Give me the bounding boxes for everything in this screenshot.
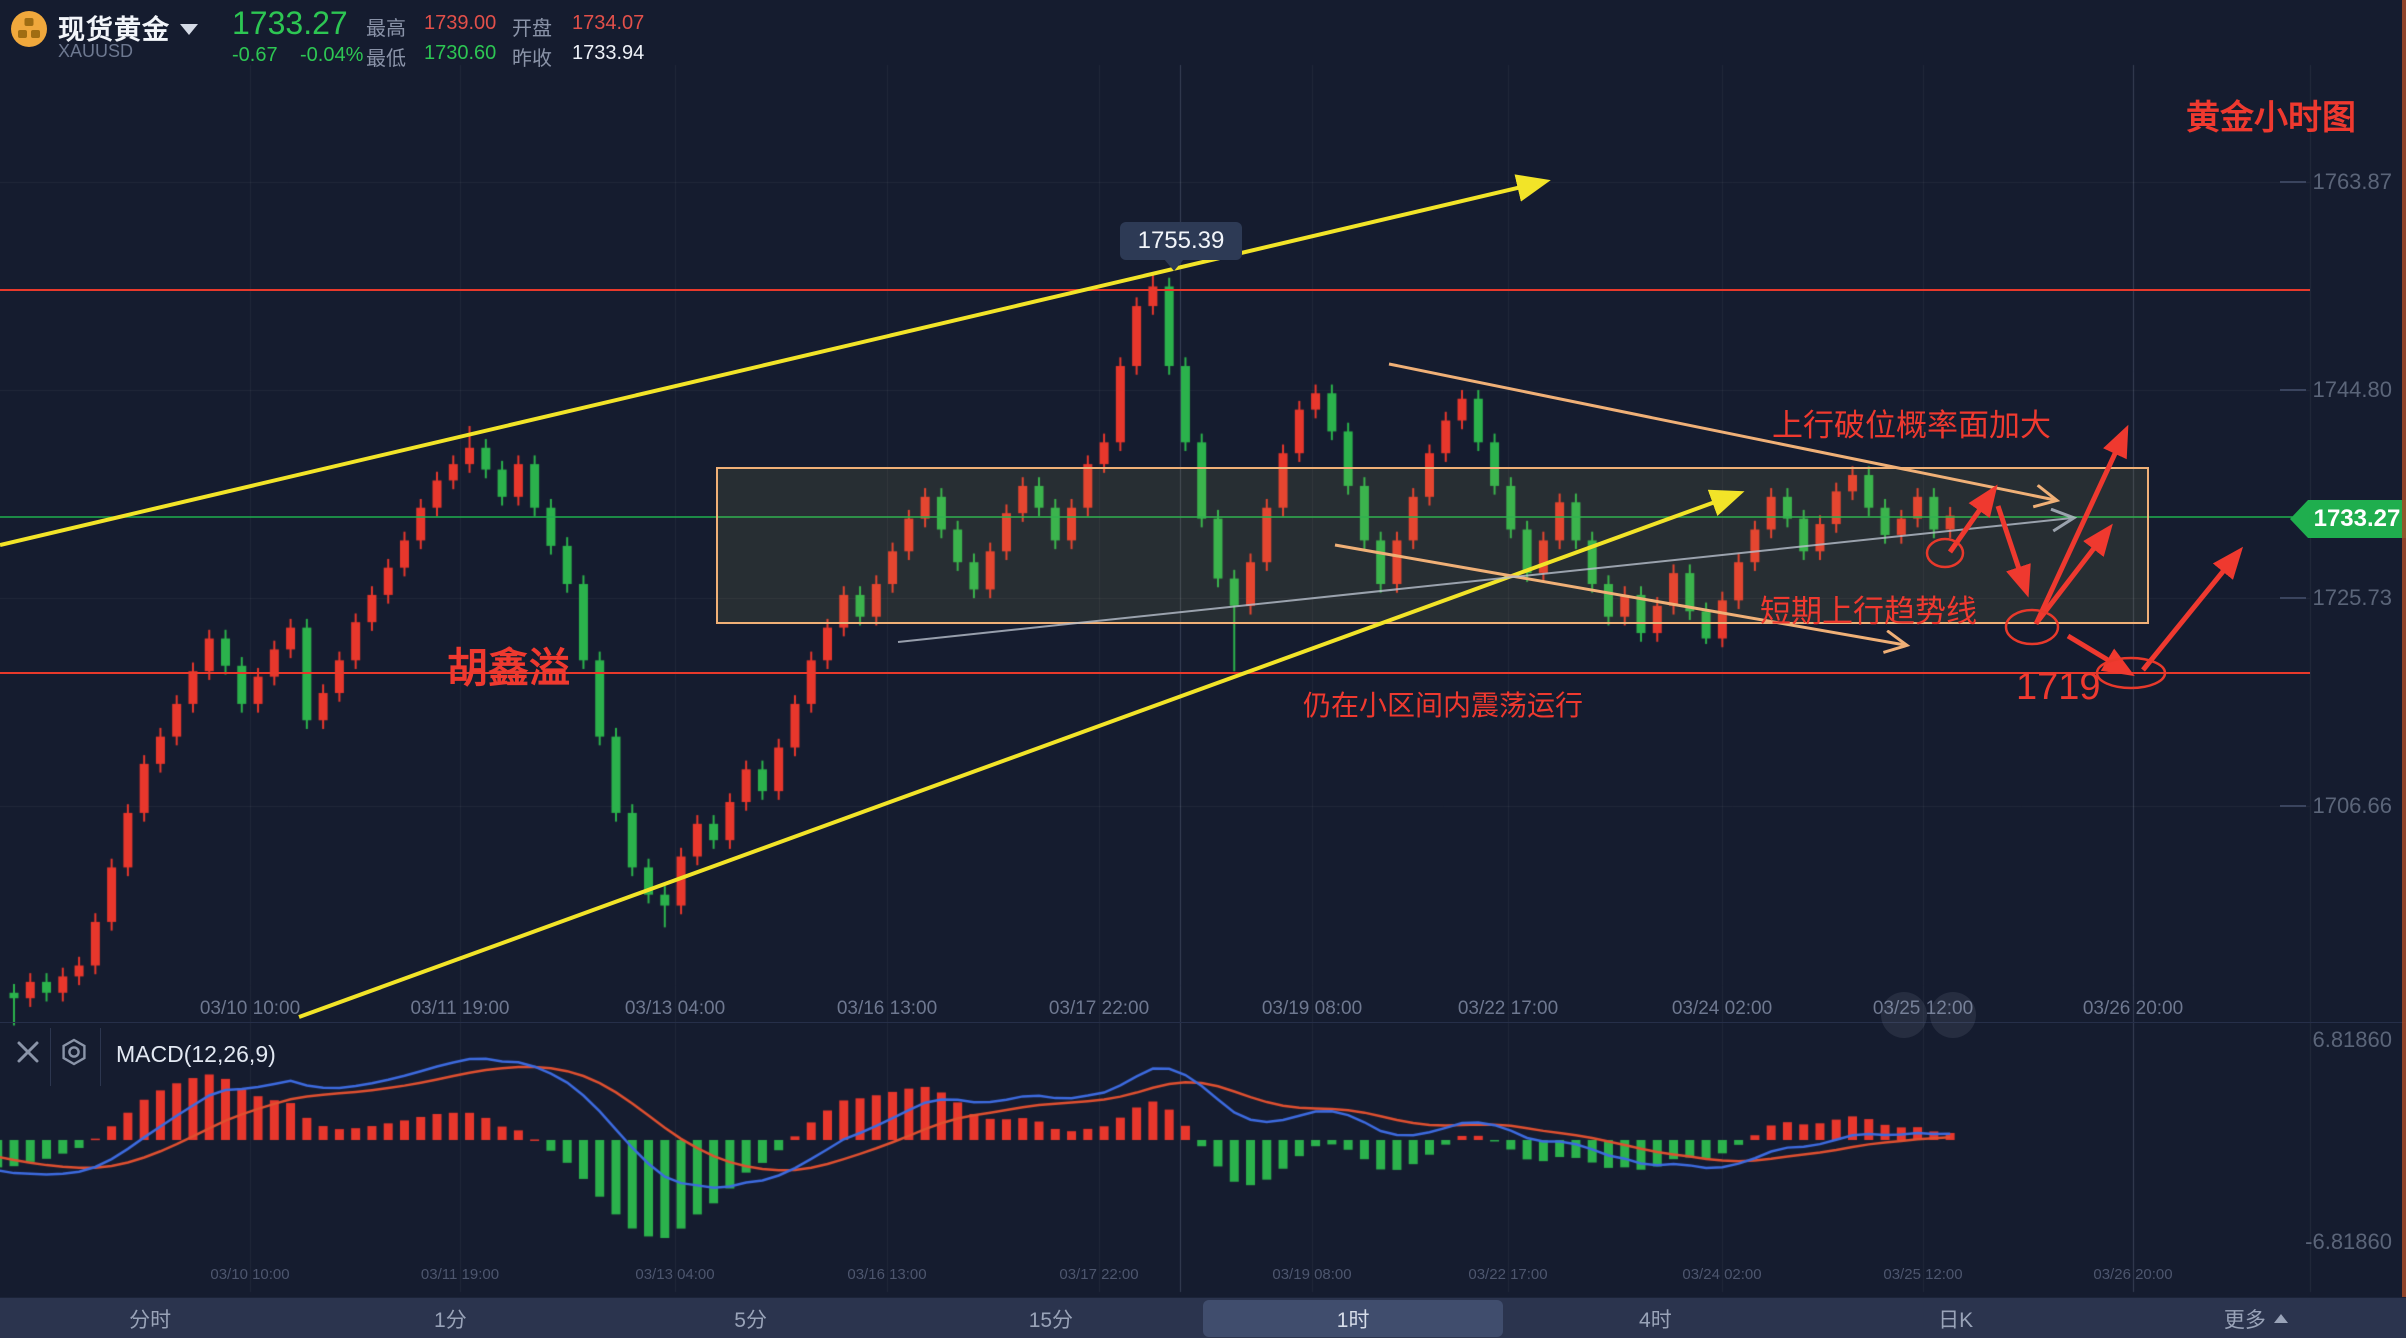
prev-close-label: 昨收 [512, 48, 552, 70]
tab-1min[interactable]: 1分 [434, 1308, 467, 1332]
range-annotation: 仍在小区间内震荡运行 [1303, 690, 1584, 721]
macd-time-label: 03/10 10:00 [210, 1266, 290, 1283]
time-label: 03/13 04:00 [624, 998, 726, 1019]
current-price-tag: 1733.27 [2290, 500, 2406, 538]
tab-timeshare[interactable]: 分时 [129, 1308, 172, 1332]
macd-time-label: 03/24 02:00 [1682, 1266, 1762, 1283]
tab-1hour-active[interactable]: 1时 [1203, 1300, 1504, 1337]
chevron-up-icon [2273, 1314, 2288, 1323]
timeframe-toolbar: 分时 1分 5分 15分 1时 4时 日K 更多 [0, 1297, 2406, 1338]
tab-more[interactable]: 更多 [2106, 1298, 2406, 1338]
macd-axis-max: 6.81860 [2312, 1027, 2392, 1052]
gold-coin-icon [11, 11, 47, 47]
time-label: 03/22 17:00 [1457, 998, 1559, 1019]
tab-4hour[interactable]: 4时 [1639, 1308, 1672, 1332]
macd-time-label: 03/26 20:00 [2093, 1266, 2173, 1283]
price-tick-label: 1706.66 [2312, 793, 2392, 818]
close-indicator-icon[interactable] [14, 1038, 42, 1066]
divider [50, 1028, 51, 1086]
macd-time-label: 03/13 04:00 [635, 1266, 715, 1283]
peak-price-tooltip: 1755.39 [1120, 222, 1242, 260]
time-label: 03/11 19:00 [410, 998, 510, 1019]
time-label: 03/26 20:00 [2082, 998, 2184, 1019]
symbol-code: XAUUSD [58, 41, 134, 61]
indicator-settings-icon[interactable] [60, 1038, 88, 1066]
macd-time-label: 03/25 12:00 [1883, 1266, 1963, 1283]
price-tick-mark [2280, 805, 2306, 807]
symbol-name[interactable]: 现货黄金 [58, 15, 170, 45]
divider [100, 1028, 101, 1086]
time-label: 03/25 12:00 [1872, 998, 1974, 1019]
price-tick-mark [2280, 597, 2306, 599]
peak-tooltip-pointer [1164, 259, 1184, 271]
macd-time-label: 03/11 19:00 [420, 1266, 500, 1283]
high-value: 1739.00 [424, 12, 497, 34]
symbol-dropdown-caret-icon[interactable] [180, 24, 198, 35]
time-label: 03/19 08:00 [1261, 998, 1363, 1019]
low-label: 最低 [366, 48, 406, 70]
high-label: 最高 [366, 18, 406, 40]
macd-time-label: 03/16 13:00 [847, 1266, 927, 1283]
breakout-annotation: 上行破位概率面加大 [1772, 408, 2051, 443]
tab-daily[interactable]: 日K [1938, 1308, 1974, 1332]
macd-time-label: 03/19 08:00 [1272, 1266, 1352, 1283]
time-label: 03/16 13:00 [836, 998, 938, 1019]
support-price-annotation: 1719 [2016, 666, 2101, 708]
low-value: 1730.60 [424, 42, 497, 64]
macd-time-label: 03/22 17:00 [1468, 1266, 1548, 1283]
zoom-in-button[interactable] [1930, 992, 1976, 1038]
right-edge-stripe [2402, 0, 2406, 1338]
price-tick-label: 1744.80 [2312, 377, 2392, 402]
time-label: 03/10 10:00 [199, 998, 301, 1019]
prev-close-value: 1733.94 [572, 42, 645, 64]
last-price: 1733.27 [232, 5, 348, 41]
tab-15min[interactable]: 15分 [1028, 1308, 1074, 1332]
price-change-pct: -0.04% [300, 44, 364, 66]
time-label: 03/24 02:00 [1671, 998, 1773, 1019]
zoom-out-button[interactable] [1881, 992, 1927, 1038]
chart-title-annotation: 黄金小时图 [2186, 99, 2356, 137]
open-label: 开盘 [512, 18, 552, 40]
price-tick-mark [2280, 389, 2306, 391]
watermark: 胡鑫溢 [447, 645, 570, 691]
price-change: -0.67 [232, 44, 278, 66]
tab-5min[interactable]: 5分 [734, 1308, 767, 1332]
price-tick-label: 1725.73 [2312, 585, 2392, 610]
price-tick-label: 1763.87 [2312, 169, 2392, 194]
macd-time-label: 03/17 22:00 [1059, 1266, 1139, 1283]
macd-axis-min: -6.81860 [2305, 1229, 2392, 1254]
trendline-annotation: 短期上行趋势线 [1760, 594, 1977, 629]
time-label: 03/17 22:00 [1048, 998, 1150, 1019]
open-value: 1734.07 [572, 12, 645, 34]
price-chart-canvas[interactable] [0, 0, 2406, 1295]
indicator-label: MACD(12,26,9) [116, 1041, 276, 1067]
panel-separator [0, 1022, 2406, 1023]
price-tick-mark [2280, 181, 2306, 183]
tab-more-label: 更多 [2223, 1308, 2266, 1332]
